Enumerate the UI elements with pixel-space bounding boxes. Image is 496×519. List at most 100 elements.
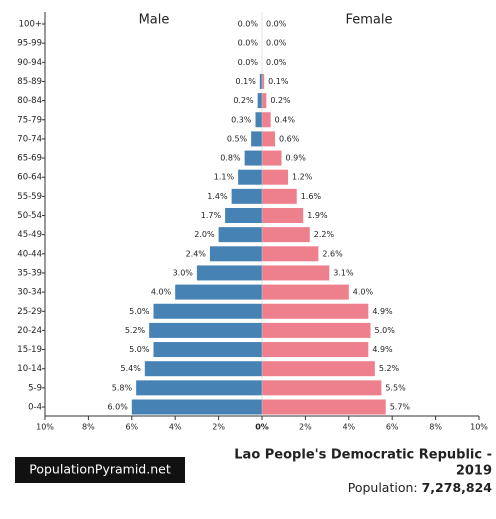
value-label: 5.5% xyxy=(385,383,406,392)
source: PopulationPyramid.net xyxy=(29,462,171,477)
value-label: 1.4% xyxy=(207,192,228,201)
value-label: 0.0% xyxy=(266,20,287,29)
bar xyxy=(262,303,369,319)
age-label: 0-4 xyxy=(28,403,42,413)
age-label: 45-49 xyxy=(17,230,42,240)
value-label: 1.6% xyxy=(301,192,322,201)
value-label: 0.3% xyxy=(231,115,252,124)
bar xyxy=(262,322,371,338)
bar xyxy=(262,150,282,166)
age-label: 10-14 xyxy=(17,364,42,374)
male-header: Male xyxy=(139,13,170,28)
value-label: 0.4% xyxy=(275,115,296,124)
x-tick-label: 4% xyxy=(169,423,182,432)
value-label: 5.2% xyxy=(125,326,146,335)
value-label: 4.0% xyxy=(353,288,374,297)
title-line: 2019 xyxy=(456,464,492,479)
value-label: 6.0% xyxy=(107,403,128,412)
age-label: 85-89 xyxy=(17,77,42,87)
age-label: 65-69 xyxy=(17,154,42,164)
bar xyxy=(259,73,262,89)
bar xyxy=(144,361,262,377)
x-tick-label: 2% xyxy=(212,423,225,432)
age-label: 40-44 xyxy=(17,249,42,259)
x-tick-label: 6% xyxy=(386,423,399,432)
value-label: 5.8% xyxy=(112,383,133,392)
bar xyxy=(231,188,262,204)
age-label: 25-29 xyxy=(17,307,42,317)
age-label: 95-99 xyxy=(17,39,42,49)
age-label: 20-24 xyxy=(17,326,42,336)
bar xyxy=(262,380,382,396)
age-label: 55-59 xyxy=(17,192,42,202)
female-header: Female xyxy=(345,13,392,28)
bar xyxy=(262,399,386,415)
value-label: 1.9% xyxy=(307,211,328,220)
bar xyxy=(262,93,267,109)
value-label: 0.0% xyxy=(238,39,259,48)
bar xyxy=(251,131,262,147)
value-label: 4.9% xyxy=(372,345,393,354)
value-label: 0.0% xyxy=(238,20,259,29)
bar xyxy=(262,284,349,300)
bar xyxy=(262,342,369,358)
value-label: 0.6% xyxy=(279,134,300,143)
population: Population: 7,278,824 xyxy=(348,480,493,495)
value-label: 2.0% xyxy=(194,230,215,239)
bar xyxy=(238,169,262,185)
x-tick-label: 10% xyxy=(36,423,54,432)
bar xyxy=(257,93,262,109)
x-tick-label: 10% xyxy=(470,423,488,432)
value-label: 2.2% xyxy=(314,230,335,239)
bar xyxy=(225,208,262,223)
value-label: 0.0% xyxy=(266,39,287,48)
bar xyxy=(196,265,262,281)
value-label: 4.0% xyxy=(151,288,172,297)
value-label: 2.4% xyxy=(186,249,207,258)
age-label: 15-19 xyxy=(17,345,42,355)
value-label: 3.1% xyxy=(333,268,354,277)
bar xyxy=(149,322,262,338)
bar xyxy=(262,208,304,223)
bar xyxy=(255,112,262,128)
age-label: 70-74 xyxy=(17,134,42,144)
value-label: 0.9% xyxy=(286,154,307,163)
age-label: 80-84 xyxy=(17,96,42,106)
bar xyxy=(262,188,297,204)
bar xyxy=(218,227,262,243)
bar xyxy=(153,342,262,358)
age-label: 35-39 xyxy=(17,268,42,278)
age-label: 75-79 xyxy=(17,115,42,125)
bar xyxy=(262,131,276,147)
age-label: 5-9 xyxy=(28,383,42,393)
value-label: 0.5% xyxy=(227,134,248,143)
value-label: 5.0% xyxy=(129,307,150,316)
value-label: 0.2% xyxy=(270,96,291,105)
value-label: 5.0% xyxy=(129,345,150,354)
value-label: 0.0% xyxy=(266,58,287,67)
value-label: 0.2% xyxy=(233,96,254,105)
value-label: 4.9% xyxy=(372,307,393,316)
source-box xyxy=(15,457,185,483)
bar xyxy=(244,150,262,166)
bar xyxy=(262,73,265,89)
value-label: 0.1% xyxy=(268,77,289,86)
value-label: 0.1% xyxy=(236,77,257,86)
title-line: Lao People's Democratic Republic - xyxy=(234,448,492,463)
bar xyxy=(262,246,319,262)
age-label: 60-64 xyxy=(17,173,42,183)
age-label: 100+ xyxy=(19,20,42,30)
value-label: 3.0% xyxy=(173,268,194,277)
x-tick-label: 8% xyxy=(429,423,442,432)
x-tick-label: 2% xyxy=(299,423,312,432)
value-label: 5.2% xyxy=(379,364,400,373)
population-label: Population: xyxy=(348,480,418,495)
value-label: 0.8% xyxy=(220,154,241,163)
bar xyxy=(175,284,262,300)
age-label: 30-34 xyxy=(17,288,42,298)
value-label: 1.7% xyxy=(201,211,222,220)
bar xyxy=(262,169,289,185)
bar xyxy=(153,303,262,319)
population-value: 7,278,824 xyxy=(422,480,493,495)
value-label: 1.1% xyxy=(214,173,235,182)
